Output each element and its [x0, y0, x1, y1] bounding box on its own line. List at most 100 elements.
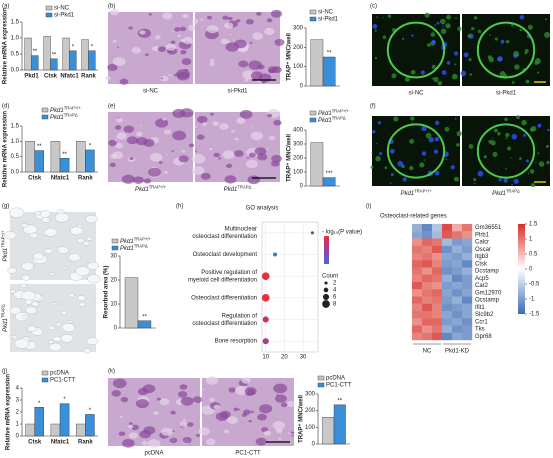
texture: [515, 53, 520, 57]
significance: **: [62, 152, 67, 158]
texture: [122, 438, 135, 448]
texture: [176, 69, 191, 79]
image-caption: si-NC: [143, 89, 159, 95]
row-label: Itgb3: [475, 254, 489, 260]
texture: [192, 396, 203, 403]
bar: [322, 417, 335, 445]
significance: *: [38, 401, 41, 407]
texture: [433, 76, 439, 83]
texture: [434, 170, 440, 176]
image-caption-base: Pkd1: [3, 318, 9, 332]
texture: [136, 131, 143, 137]
texture: [244, 78, 249, 82]
heatmap-cell: [412, 318, 423, 326]
texture: [430, 32, 436, 37]
x-tick-label: Ctsk: [28, 440, 42, 446]
heatmap-cell: [422, 282, 433, 290]
texture: [454, 63, 457, 66]
heatmap-cell: [422, 325, 433, 333]
image-caption-sup: TRAP+/+: [149, 185, 167, 190]
texture: [431, 39, 436, 45]
row-label: Ctsk: [475, 261, 488, 267]
legend-label: si-NC: [54, 6, 70, 12]
texture: [239, 109, 253, 119]
texture: [194, 126, 197, 128]
texture: [463, 52, 469, 58]
legend-label: si-Pkd1: [318, 17, 339, 23]
row-label: Ccr1: [475, 319, 488, 325]
image-caption-sup: TRAPΔ: [237, 185, 251, 190]
bar: [59, 157, 70, 173]
y-tick-label: 3: [16, 398, 20, 404]
heatmap-cell: [432, 238, 443, 246]
texture: [21, 262, 34, 271]
texture: [409, 165, 414, 171]
texture: [515, 115, 520, 120]
heatmap-cell: [432, 253, 443, 261]
heatmap-cell: [452, 318, 463, 326]
texture: [182, 436, 192, 444]
y-axis-label: TRAP⁺ MNC/well: [286, 134, 293, 182]
heatmap-cell: [462, 282, 473, 290]
texture: [510, 156, 512, 159]
heatmap-cell: [422, 253, 433, 261]
heatmap-cell: [422, 224, 433, 232]
legend-label-base: Pkd1: [318, 111, 332, 117]
texture: [187, 422, 194, 427]
legend-label-sup: TRAP+/+: [332, 109, 350, 114]
heatmap-cell: [442, 224, 453, 232]
row-label: Gm12970: [475, 290, 502, 296]
texture: [191, 153, 206, 164]
texture: [231, 129, 235, 133]
texture: [219, 123, 229, 130]
texture: [145, 53, 149, 56]
texture: [496, 58, 499, 60]
size-legend-label: 8: [333, 302, 337, 308]
bar: [25, 141, 35, 173]
heatmap-cell: [432, 231, 443, 239]
texture: [427, 43, 431, 47]
y-tick-label: 0.0: [11, 170, 20, 176]
row-label: Tks: [475, 327, 485, 333]
bar: [85, 414, 95, 437]
texture: [165, 154, 168, 156]
texture: [372, 24, 378, 29]
texture: [375, 156, 381, 162]
legend-label-base: Pkd1: [50, 108, 64, 114]
texture: [252, 32, 263, 40]
texture: [391, 73, 397, 79]
texture: [511, 81, 515, 84]
heatmap-cell: [412, 238, 423, 246]
bar: [43, 36, 51, 71]
texture: [519, 28, 522, 32]
panel-label: (d): [2, 104, 9, 110]
texture: [85, 214, 98, 224]
texture: [3, 231, 17, 240]
texture: [411, 34, 414, 37]
texture: [180, 38, 186, 43]
group-label: Pkd1-KD: [445, 349, 470, 355]
texture: [379, 151, 383, 156]
texture: [248, 419, 252, 423]
texture: [537, 124, 542, 128]
texture: [467, 33, 472, 39]
heatmap-cell: [432, 303, 443, 312]
texture: [492, 151, 498, 157]
x-tick-label: 10: [262, 355, 269, 361]
bar: [322, 56, 336, 87]
texture: [469, 73, 473, 76]
texture: [497, 56, 503, 62]
texture: [440, 18, 446, 25]
texture: [229, 33, 232, 36]
panel-label: (f): [370, 104, 376, 110]
texture: [276, 394, 279, 396]
texture: [209, 62, 215, 66]
category-label: osteoclast differentiation: [192, 234, 257, 240]
micrograph: [195, 112, 280, 182]
texture: [111, 390, 121, 397]
texture: [473, 182, 476, 185]
texture: [193, 402, 196, 404]
image-caption: Pkd1TRAPΔ: [492, 189, 520, 197]
texture: [14, 338, 30, 349]
